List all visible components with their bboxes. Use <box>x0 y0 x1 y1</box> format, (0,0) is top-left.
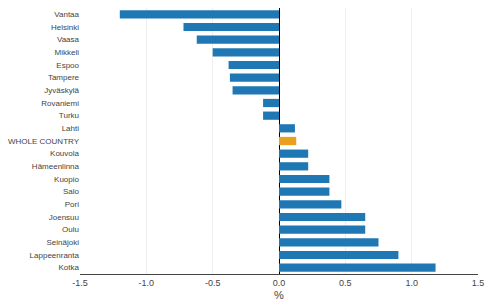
svg-text:Oulu: Oulu <box>62 225 79 234</box>
svg-text:1.0: 1.0 <box>405 278 418 288</box>
svg-text:Vaasa: Vaasa <box>57 35 80 44</box>
svg-text:Hämeenlinna: Hämeenlinna <box>32 162 80 171</box>
svg-text:Helsinki: Helsinki <box>51 23 79 32</box>
svg-text:Rovaniemi: Rovaniemi <box>41 99 79 108</box>
svg-text:-0.5: -0.5 <box>205 278 221 288</box>
svg-text:Espoo: Espoo <box>56 61 79 70</box>
svg-text:Kuopio: Kuopio <box>54 175 79 184</box>
svg-text:Pori: Pori <box>65 200 79 209</box>
svg-text:WHOLE COUNTRY: WHOLE COUNTRY <box>8 137 80 146</box>
svg-text:1.5: 1.5 <box>472 278 485 288</box>
svg-text:Jyväskylä: Jyväskylä <box>44 86 79 95</box>
svg-text:Kouvola: Kouvola <box>50 149 79 158</box>
svg-text:Lappeenranta: Lappeenranta <box>30 251 80 260</box>
svg-text:0.5: 0.5 <box>339 278 352 288</box>
svg-text:Kotka: Kotka <box>59 263 80 272</box>
svg-text:Joensuu: Joensuu <box>49 213 79 222</box>
svg-text:%: % <box>274 289 284 301</box>
svg-text:-1.5: -1.5 <box>72 278 88 288</box>
svg-text:-1.0: -1.0 <box>139 278 155 288</box>
svg-text:Vantaa: Vantaa <box>54 10 79 19</box>
svg-text:Salo: Salo <box>63 187 80 196</box>
svg-text:Mikkeli: Mikkeli <box>55 48 80 57</box>
svg-text:Seinäjoki: Seinäjoki <box>47 238 80 247</box>
svg-text:Lahti: Lahti <box>62 124 80 133</box>
svg-text:Tampere: Tampere <box>48 73 80 82</box>
svg-text:Turku: Turku <box>59 111 79 120</box>
svg-text:0.0: 0.0 <box>273 278 286 288</box>
